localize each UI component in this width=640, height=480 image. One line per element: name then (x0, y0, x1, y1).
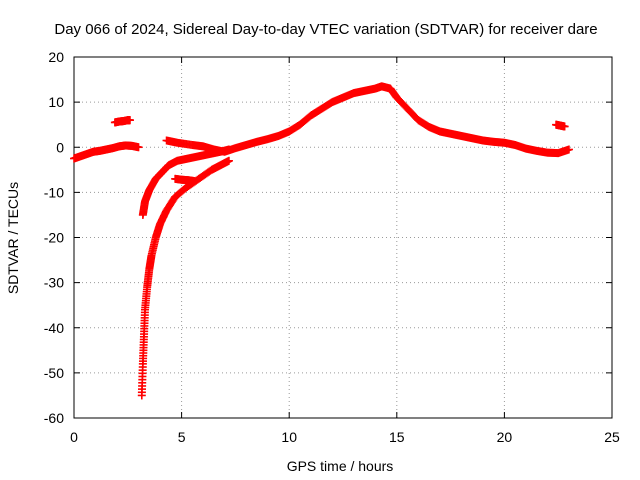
grid-lines (74, 57, 612, 418)
chart-title: Day 066 of 2024, Sidereal Day-to-day VTE… (54, 21, 597, 38)
x-tick-label: 25 (604, 429, 620, 445)
x-tick-label: 0 (70, 429, 78, 445)
axis-ticks: 0 5 10 15 20 25 -60 -50 -40 -30 -20 -10 0 10 20 (44, 49, 620, 445)
y-tick-label: -20 (44, 230, 64, 246)
y-tick-label: 10 (48, 94, 64, 110)
data-point (190, 177, 199, 186)
y-tick-label: -50 (44, 365, 64, 381)
data-point (560, 122, 569, 131)
data-points (70, 82, 573, 400)
y-axis-label: SDTVAR / TECUs (5, 182, 21, 294)
x-tick-label: 10 (281, 429, 297, 445)
x-tick-label: 5 (178, 429, 186, 445)
y-tick-label: -40 (44, 320, 64, 336)
y-tick-label: 20 (48, 49, 64, 65)
data-point (224, 156, 233, 165)
y-tick-label: 0 (56, 139, 64, 155)
y-tick-label: -30 (44, 275, 64, 291)
data-point (134, 143, 143, 152)
x-tick-label: 20 (497, 429, 513, 445)
y-tick-label: -60 (44, 410, 64, 426)
data-point (125, 116, 134, 125)
y-tick-label: -10 (44, 184, 64, 200)
x-axis-label: GPS time / hours (287, 458, 394, 474)
data-point (564, 145, 573, 154)
x-tick-label: 15 (389, 429, 405, 445)
